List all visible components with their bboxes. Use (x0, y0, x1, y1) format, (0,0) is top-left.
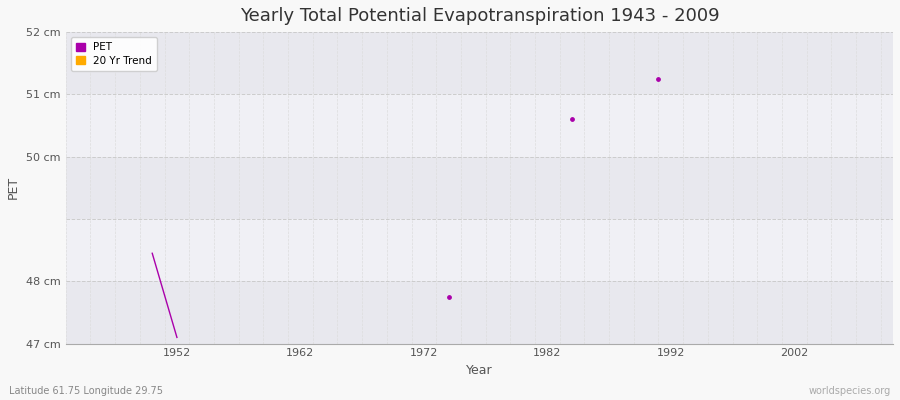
Bar (66, 157, 893, 219)
Bar (66, 94, 893, 157)
Title: Yearly Total Potential Evapotranspiration 1943 - 2009: Yearly Total Potential Evapotranspiratio… (239, 7, 719, 25)
Point (652, 76, 666, 82)
Text: worldspecies.org: worldspecies.org (809, 386, 891, 396)
Bar (66, 32, 893, 94)
Point (565, 116, 580, 122)
Bar (66, 219, 893, 281)
X-axis label: Year: Year (466, 364, 492, 377)
Y-axis label: PET: PET (7, 176, 20, 200)
Bar (66, 281, 893, 344)
Legend: PET, 20 Yr Trend: PET, 20 Yr Trend (71, 37, 157, 71)
Text: Latitude 61.75 Longitude 29.75: Latitude 61.75 Longitude 29.75 (9, 386, 163, 396)
Point (441, 294, 455, 300)
